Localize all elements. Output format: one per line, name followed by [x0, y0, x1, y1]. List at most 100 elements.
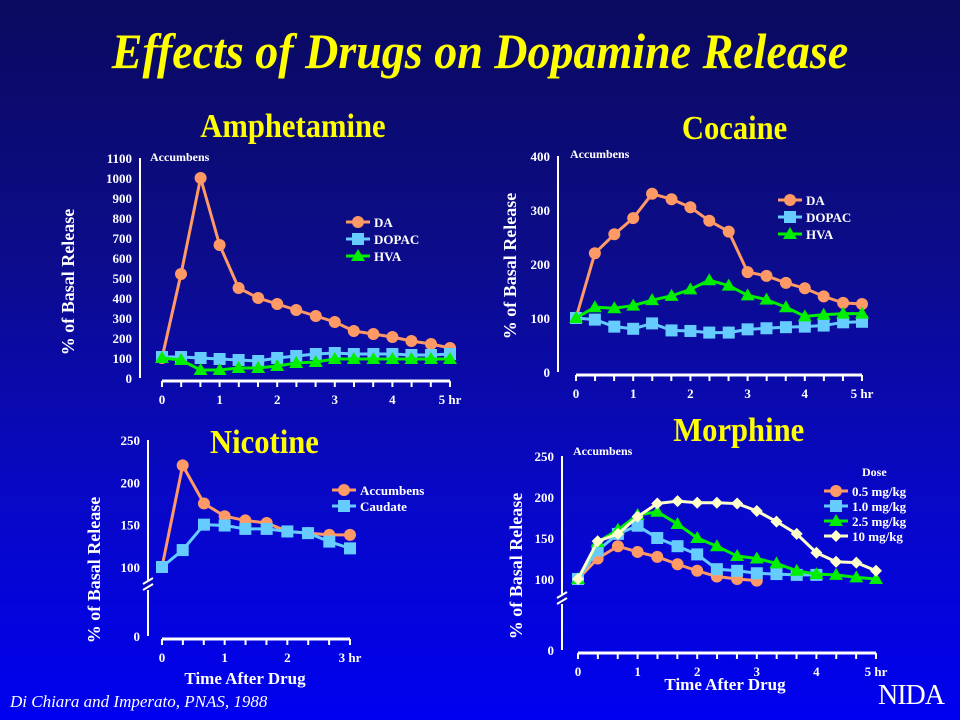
annotation: Accumbens [570, 147, 630, 161]
series-marker [588, 313, 601, 326]
series-marker [817, 290, 830, 303]
x-tick-label: 3 [332, 392, 339, 407]
series-marker [671, 495, 684, 508]
series-marker [175, 268, 188, 280]
series-marker [309, 310, 322, 322]
series-line [575, 278, 862, 320]
series-marker [664, 288, 679, 301]
series-marker [271, 352, 284, 364]
series-marker [308, 355, 323, 367]
series-marker [722, 225, 735, 238]
legend-title: Dose [862, 465, 887, 479]
series-marker [856, 315, 868, 328]
series-marker [769, 556, 784, 569]
series-marker [626, 298, 641, 311]
series-marker [155, 351, 169, 363]
series-marker [176, 544, 189, 557]
y-tick-label: 300 [113, 311, 133, 326]
series-marker [631, 545, 644, 558]
series-marker [281, 525, 294, 538]
y-tick-label: 500 [113, 271, 133, 286]
series-marker [323, 535, 336, 548]
series-marker [722, 326, 735, 339]
series-marker [760, 269, 773, 282]
series-marker [176, 459, 189, 472]
y-axis-label: % of Basal Release [506, 493, 526, 639]
y-tick-label: 250 [121, 433, 141, 448]
legend-label: DA [806, 193, 825, 208]
series-marker [671, 558, 684, 571]
series-marker [730, 549, 745, 562]
x-tick-label: 1 [216, 392, 223, 407]
series-marker [709, 539, 724, 552]
series-marker [703, 214, 716, 227]
amphetamine-title: Amphetamine [200, 108, 386, 145]
series-marker [608, 320, 621, 333]
series-marker [829, 567, 844, 580]
series-marker [721, 278, 736, 291]
legend-marker [784, 211, 796, 223]
series-marker [646, 187, 659, 200]
y-axis-label: % of Basal Release [500, 193, 520, 339]
series-marker [830, 555, 843, 568]
series-marker [631, 510, 644, 523]
series-line [575, 316, 863, 335]
series-marker [289, 356, 304, 368]
series-marker [870, 564, 882, 577]
series-marker [627, 212, 640, 225]
series-marker [443, 352, 457, 364]
series-marker [290, 304, 303, 316]
series-marker [213, 353, 226, 365]
cocaine-title: Cocaine [681, 110, 788, 147]
series-marker [611, 540, 624, 553]
series-marker [404, 352, 419, 364]
series-marker [213, 239, 226, 251]
y-tick-label: 0 [544, 365, 551, 380]
series-marker [779, 321, 792, 334]
series-line [161, 523, 351, 569]
series-marker [702, 273, 717, 286]
series-marker [193, 363, 208, 375]
series-marker [239, 522, 252, 535]
x-tick-label: 5 hr [865, 664, 888, 679]
series-marker [197, 518, 210, 531]
x-tick-label: 5 hr [851, 386, 874, 401]
series-marker [611, 527, 624, 540]
legend-label: 0.5 mg/kg [852, 484, 907, 499]
series-marker [770, 568, 783, 581]
x-tick-label: 2 [284, 650, 291, 665]
series-marker [770, 515, 783, 528]
axis-break [556, 591, 568, 599]
series-marker [344, 528, 356, 541]
series-line [162, 351, 451, 363]
series-line [574, 192, 863, 319]
series-marker [690, 531, 705, 543]
series-marker [270, 359, 285, 371]
legend-marker [784, 194, 796, 206]
y-tick-label: 150 [535, 531, 555, 546]
series-marker [691, 548, 704, 561]
series-marker [194, 352, 207, 364]
series-marker [741, 266, 754, 279]
series-marker [588, 247, 601, 260]
series-marker [424, 338, 437, 350]
annotation: Accumbens [150, 150, 210, 164]
nicotine-title: Nicotine [210, 424, 319, 461]
series-marker [218, 510, 231, 523]
legend-marker [338, 484, 350, 496]
series-marker [684, 201, 697, 214]
citation: Di Chiara and Imperato, PNAS, 1988 [10, 692, 268, 711]
series-marker [750, 567, 763, 580]
series-marker [385, 352, 400, 364]
series-marker [386, 331, 399, 343]
x-tick-label: 0 [575, 664, 582, 679]
y-axis-label: % of Basal Release [84, 497, 104, 643]
series-marker [741, 323, 754, 336]
x-tick-label: 5 hr [439, 392, 462, 407]
series-marker [405, 335, 418, 347]
series-marker [347, 325, 360, 337]
series-marker [731, 497, 744, 510]
series-marker [252, 292, 265, 304]
series-marker [837, 316, 850, 329]
